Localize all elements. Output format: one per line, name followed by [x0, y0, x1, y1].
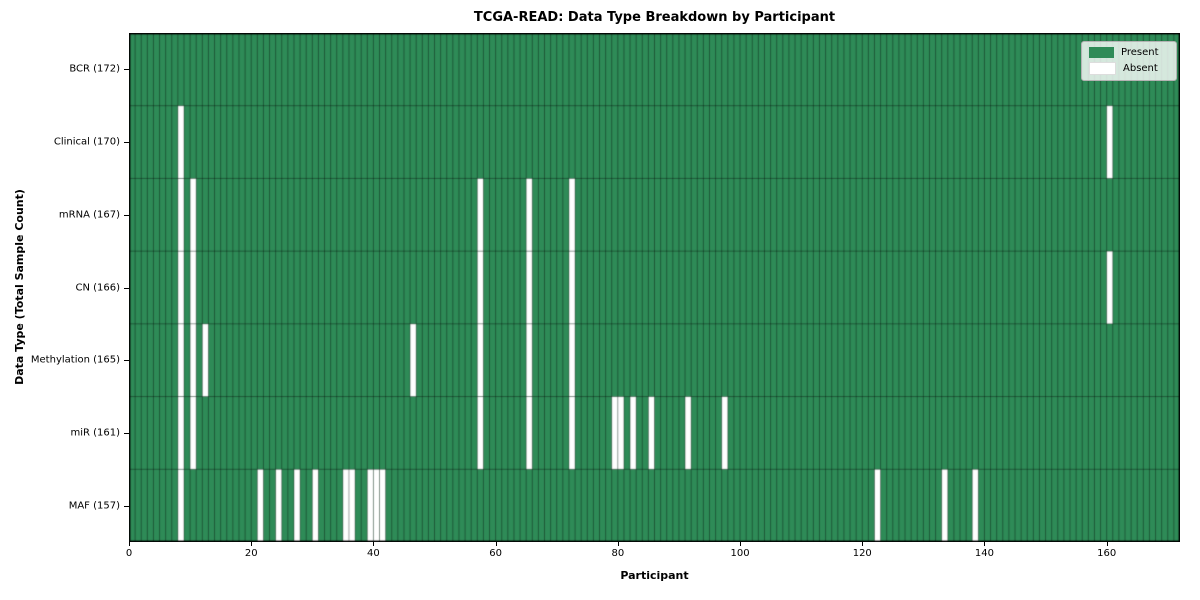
chart-title: TCGA-READ: Data Type Breakdown by Partic… — [473, 10, 836, 25]
y-tick-mark — [124, 215, 129, 216]
x-tick-mark — [373, 542, 374, 546]
x-tick-label: 160 — [1097, 548, 1117, 559]
legend-label-present: Present — [1121, 47, 1159, 58]
heatmap-canvas — [129, 33, 1180, 542]
legend-item-present: Present — [1089, 47, 1168, 58]
y-tick-label: Methylation (165) — [30, 354, 120, 366]
y-tick-mark — [124, 506, 129, 507]
x-tick-mark — [496, 542, 497, 546]
y-tick-label: BCR (172) — [69, 63, 120, 75]
y-tick-mark — [124, 69, 129, 70]
x-tick-label: 0 — [125, 548, 133, 559]
x-tick-mark — [129, 542, 130, 546]
x-tick-label: 40 — [367, 548, 380, 559]
x-tick-label: 60 — [489, 548, 502, 559]
y-tick-mark — [124, 360, 129, 361]
x-tick-mark — [618, 542, 619, 546]
x-tick-mark — [984, 542, 985, 546]
y-axis-label: Data Type (Total Sample Count) — [13, 189, 26, 385]
y-tick-label: mRNA (167) — [58, 209, 120, 221]
legend-item-absent: Absent — [1089, 62, 1168, 75]
x-tick-label: 80 — [611, 548, 625, 559]
x-tick-label: 120 — [852, 548, 872, 559]
y-tick-mark — [124, 142, 129, 143]
absent-swatch — [1089, 62, 1116, 75]
x-tick-mark — [1107, 542, 1108, 546]
x-tick-label: 100 — [730, 548, 750, 559]
legend: Present Absent — [1081, 41, 1177, 81]
x-tick-mark — [862, 542, 863, 546]
y-tick-label: MAF (157) — [68, 500, 120, 512]
y-tick-label: CN (166) — [75, 282, 120, 293]
y-tick-mark — [124, 433, 129, 434]
legend-label-absent: Absent — [1123, 63, 1158, 74]
x-tick-mark — [740, 542, 741, 546]
present-swatch — [1089, 47, 1114, 58]
y-tick-label: Clinical (170) — [53, 136, 120, 148]
x-tick-label: 20 — [244, 548, 258, 559]
x-tick-label: 140 — [974, 548, 994, 559]
x-axis-label: Participant — [620, 569, 689, 582]
y-tick-label: miR (161) — [70, 427, 120, 439]
x-tick-mark — [251, 542, 252, 546]
y-tick-mark — [124, 288, 129, 289]
